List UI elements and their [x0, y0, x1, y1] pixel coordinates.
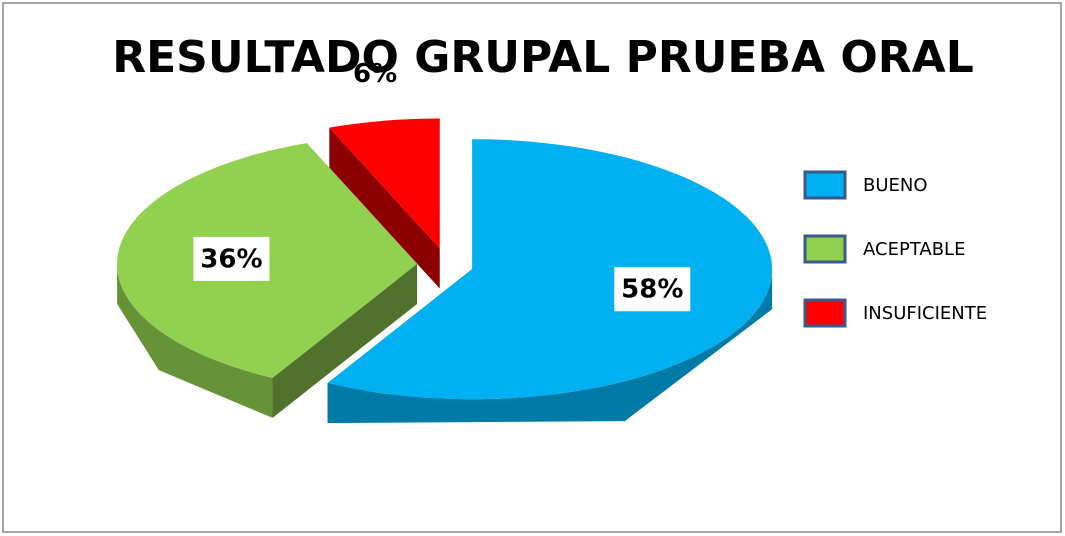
legend-swatch	[803, 170, 847, 200]
slice-radial-side	[329, 127, 440, 289]
slice-top	[329, 118, 440, 249]
legend-label: BUENO	[863, 175, 928, 196]
legend-label: ACEPTABLE	[863, 239, 965, 260]
slice-top	[327, 139, 772, 400]
value-label-bg	[193, 236, 270, 281]
legend-swatch	[803, 298, 847, 328]
value-label: 36%	[200, 244, 262, 274]
chart-title: RESULTADO GRUPAL PRUEBA ORAL	[112, 32, 974, 83]
value-label-bg	[614, 267, 691, 312]
slice-outer-side	[117, 263, 273, 418]
pie-slice	[327, 139, 773, 424]
slice-outer-side	[327, 269, 773, 424]
slice-radial-side	[272, 263, 418, 418]
legend-swatch	[803, 234, 847, 264]
legend-label: INSUFICIENTE	[863, 303, 987, 324]
value-label: 58%	[621, 275, 683, 305]
value-label: 6%	[353, 59, 397, 89]
pie-slice	[329, 118, 440, 289]
